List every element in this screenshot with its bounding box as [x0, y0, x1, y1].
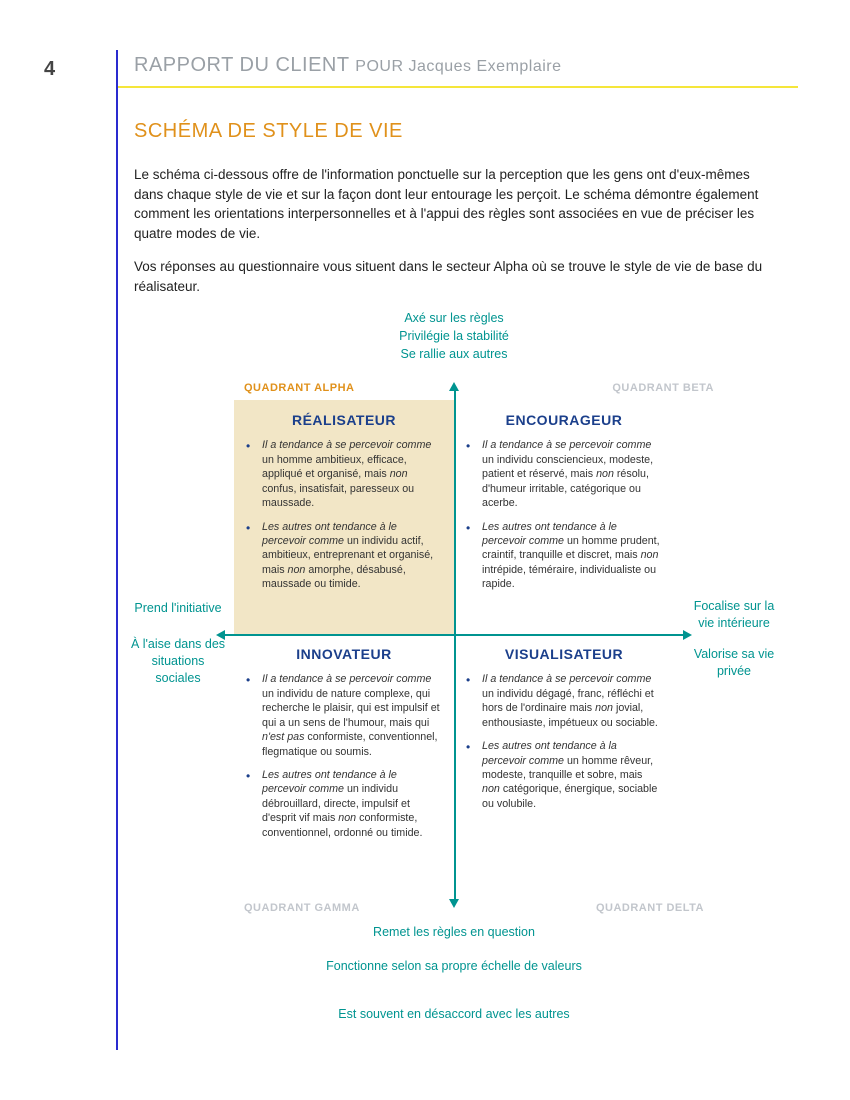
- bullet-non: non: [595, 702, 613, 714]
- quadrant-title-innovateur: INNOVATEUR: [244, 646, 444, 662]
- intro-paragraph-2: Vos réponses au questionnaire vous situe…: [134, 257, 774, 296]
- bullet-non: non: [390, 468, 408, 480]
- bullet-pos: un homme ambitieux, efficace, appliqué e…: [262, 454, 407, 480]
- bullet: Les autres ont tendance à le percevoir c…: [258, 768, 442, 840]
- axis-bottom-2: Fonctionne selon sa propre échelle de va…: [134, 958, 774, 975]
- bullet-lead: Il a tendance à se percevoir comme: [482, 673, 651, 685]
- bullet: Il a tendance à se percevoir comme un in…: [258, 672, 442, 759]
- arrow-left-icon: [216, 630, 225, 640]
- page-number: 4: [44, 58, 55, 81]
- vertical-axis: [454, 388, 456, 902]
- page-header: RAPPORT DU CLIENT POUR Jacques Exemplair…: [134, 54, 562, 77]
- bullet: Il a tendance à se percevoir comme un in…: [478, 438, 662, 510]
- quadrant-delta-cell: VISUALISATEUR Il a tendance à se percevo…: [454, 634, 674, 826]
- quadrant-grid: RÉALISATEUR Il a tendance à se percevoir…: [234, 400, 674, 890]
- quadrant-alpha-cell: RÉALISATEUR Il a tendance à se percevoir…: [234, 400, 454, 634]
- bullet: Il a tendance à se percevoir comme un ho…: [258, 438, 442, 510]
- quadrant-label-delta: QUADRANT DELTA: [596, 902, 704, 914]
- axis-top-2: Privilégie la stabilité: [134, 328, 774, 345]
- quadrant-title-visualisateur: VISUALISATEUR: [464, 646, 664, 662]
- axis-top-3: Se rallie aux autres: [134, 346, 774, 363]
- bullet-non: non: [338, 812, 356, 824]
- vertical-rule: [116, 50, 118, 1050]
- header-sub: POUR Jacques Exemplaire: [355, 58, 561, 75]
- lifestyle-diagram: Axé sur les règles Privilégie la stabili…: [134, 310, 774, 1030]
- header-main: RAPPORT DU CLIENT: [134, 54, 349, 76]
- quadrant-label-gamma: QUADRANT GAMMA: [244, 902, 360, 914]
- bullet-lead: Il a tendance à se percevoir comme: [482, 439, 651, 451]
- bullet-non: n'est pas: [262, 731, 304, 743]
- content-area: SCHÉMA DE STYLE DE VIE Le schéma ci-dess…: [134, 120, 774, 1030]
- section-title: SCHÉMA DE STYLE DE VIE: [134, 120, 774, 143]
- quadrant-beta-cell: ENCOURAGEUR Il a tendance à se percevoir…: [454, 400, 674, 634]
- bullet: Les autres ont tendance à le percevoir c…: [478, 520, 662, 592]
- bullet-neg: confus, insatisfait, paresseux ou maussa…: [262, 483, 414, 509]
- intro-paragraph-1: Le schéma ci-dessous offre de l'informat…: [134, 165, 774, 243]
- quadrant-label-beta: QUADRANT BETA: [612, 382, 714, 394]
- quadrant-label-alpha: QUADRANT ALPHA: [244, 382, 354, 394]
- arrow-right-icon: [683, 630, 692, 640]
- axis-left-1: Prend l'initiative: [128, 600, 228, 617]
- horizontal-axis: [222, 634, 686, 636]
- axis-right-2: Valorise sa vie privée: [684, 646, 784, 680]
- bullet: Il a tendance à se percevoir comme un in…: [478, 672, 662, 730]
- bullet-non: non: [288, 564, 306, 576]
- header-underline: [118, 86, 798, 88]
- bullet-neg: catégorique, énergique, sociable ou volu…: [482, 783, 657, 809]
- bullet: Les autres ont tendance à la percevoir c…: [478, 739, 662, 811]
- axis-bottom-3: Est souvent en désaccord avec les autres: [134, 1006, 774, 1023]
- axis-bottom-1: Remet les règles en question: [134, 924, 774, 941]
- bullet-neg: intrépide, téméraire, individualiste ou …: [482, 564, 656, 590]
- bullet-lead: Il a tendance à se percevoir comme: [262, 673, 431, 685]
- axis-right-1: Focalise sur la vie intérieure: [684, 598, 784, 632]
- bullet-non: non: [641, 549, 659, 561]
- bullet-pos: un individu de nature complexe, qui rech…: [262, 688, 440, 729]
- bullet-non: non: [596, 468, 614, 480]
- arrow-up-icon: [449, 382, 459, 391]
- axis-left-2: À l'aise dans des situations sociales: [128, 636, 228, 687]
- arrow-down-icon: [449, 899, 459, 908]
- bullet: Les autres ont tendance à le percevoir c…: [258, 520, 442, 592]
- bullet-lead: Il a tendance à se percevoir comme: [262, 439, 431, 451]
- axis-top-1: Axé sur les règles: [134, 310, 774, 327]
- quadrant-title-encourageur: ENCOURAGEUR: [464, 412, 664, 428]
- quadrant-gamma-cell: INNOVATEUR Il a tendance à se percevoir …: [234, 634, 454, 855]
- bullet-non: non: [482, 783, 500, 795]
- quadrant-title-realisateur: RÉALISATEUR: [244, 412, 444, 428]
